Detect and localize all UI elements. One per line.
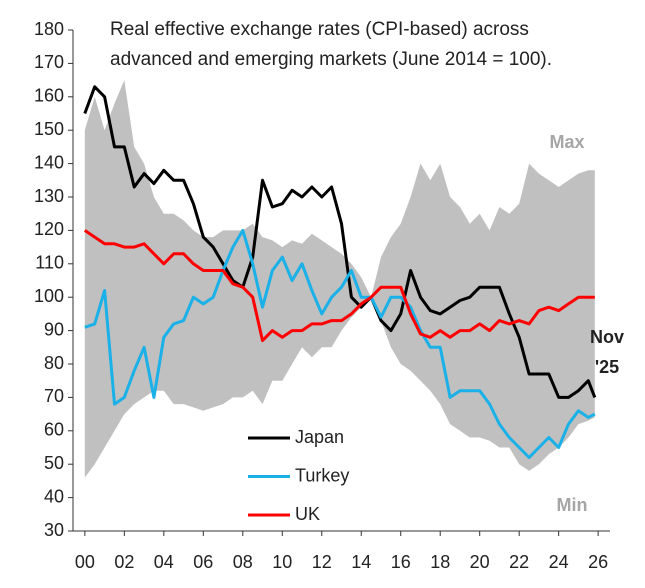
chart-title: Real effective exchange rates (CPI-based… [110,19,529,40]
legend-label: Japan [295,427,344,447]
y-tick-label: 180 [34,19,64,39]
end-label: '25 [595,357,619,377]
x-tick-label: 14 [351,552,371,572]
x-tick-label: 18 [430,552,450,572]
y-tick-label: 90 [44,319,64,339]
y-tick-label: 150 [34,119,64,139]
y-tick-label: 60 [44,420,64,440]
x-tick-label: 26 [588,552,608,572]
band-min-label: Min [557,495,588,515]
series-line [83,229,595,343]
y-tick-label: 100 [34,286,64,306]
x-tick-label: 04 [154,552,174,572]
y-tick-label: 30 [44,520,64,540]
x-tick-label: 24 [549,552,569,572]
x-tick-label: 12 [312,552,332,572]
y-tick-label: 140 [34,152,64,172]
y-tick-label: 170 [34,52,64,72]
chart-title: advanced and emerging markets (June 2014… [110,49,552,70]
band-max-label: Max [549,132,584,152]
series-line [84,228,596,459]
y-tick-label: 80 [44,353,64,373]
x-tick-label: 06 [193,552,213,572]
x-tick-label: 10 [272,552,292,572]
x-tick-label: 16 [391,552,411,572]
legend-label: Turkey [295,465,349,485]
y-tick-label: 70 [44,386,64,406]
y-tick-label: 50 [44,453,64,473]
x-tick-label: 02 [114,552,134,572]
y-tick-label: 40 [44,486,64,506]
y-tick-label: 120 [34,219,64,239]
legend-label: UK [295,504,320,524]
y-tick-label: 110 [35,253,64,273]
range-band [84,80,595,478]
x-tick-label: 22 [509,552,529,572]
end-label: Nov [590,327,624,347]
x-tick-label: 08 [233,552,253,572]
y-tick-label: 130 [34,186,64,206]
x-tick-label: 00 [75,552,95,572]
y-tick-label: 160 [34,86,64,106]
x-tick-label: 20 [470,552,490,572]
